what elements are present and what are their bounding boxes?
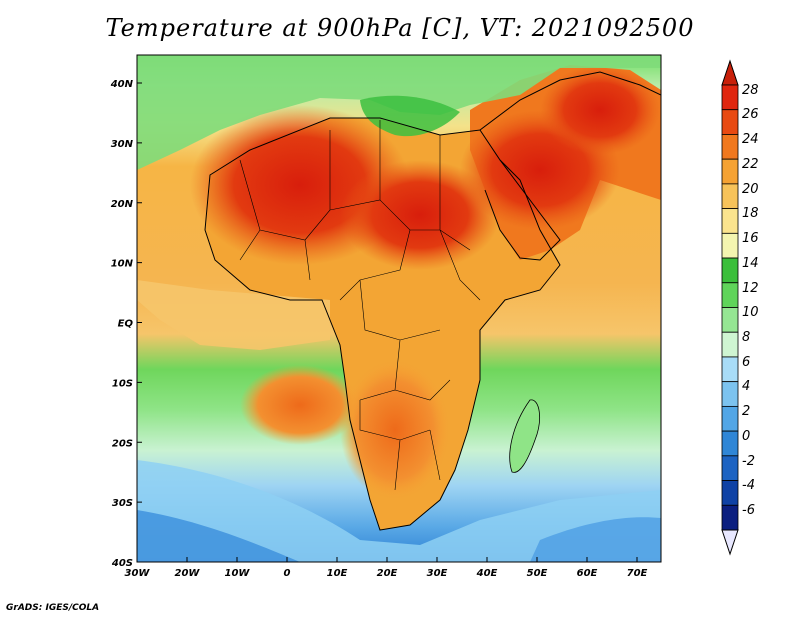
lon-tick-label: 50E bbox=[527, 568, 548, 579]
colorbar-label: -2 bbox=[742, 453, 755, 469]
lat-tick-label: 10S bbox=[112, 378, 133, 389]
colorbar-swatch bbox=[721, 381, 739, 407]
lon-tick-label: 20E bbox=[377, 568, 398, 579]
colorbar-swatch bbox=[721, 430, 739, 457]
lat-tick-label: 20N bbox=[111, 199, 134, 210]
colorbar-label: 24 bbox=[742, 132, 759, 148]
colorbar-label: -6 bbox=[742, 503, 755, 518]
lon-tick-label: 10E bbox=[327, 568, 348, 579]
colorbar-label: 0 bbox=[742, 428, 751, 444]
chart-title: Temperature at 900hPa [C], VT: 202109250… bbox=[105, 14, 695, 42]
lon-tick-label: 10W bbox=[225, 568, 251, 579]
lon-tick-label: 20W bbox=[175, 568, 201, 579]
lat-tick-label: 10N bbox=[111, 259, 134, 270]
colorbar-swatch bbox=[721, 504, 739, 531]
colorbar-swatch bbox=[721, 480, 739, 506]
colorbar-label: 14 bbox=[742, 255, 759, 271]
colorbar-label: 16 bbox=[742, 231, 759, 247]
lat-tick-label: 20S bbox=[112, 438, 133, 449]
grads-credit: GrADS: IGES/COLA bbox=[6, 603, 100, 613]
colorbar-top-arrow bbox=[721, 59, 739, 86]
colorbar-swatch bbox=[721, 183, 739, 210]
africa-coastline bbox=[204, 117, 561, 531]
colorbar-label: 26 bbox=[742, 107, 759, 123]
indian-ocean-cold bbox=[530, 517, 661, 562]
colorbar-label: 28 bbox=[742, 82, 759, 98]
colorbar-label: 10 bbox=[742, 305, 759, 321]
colorbar-swatch bbox=[721, 455, 739, 481]
colorbar-swatch bbox=[721, 208, 739, 234]
southern-ocean bbox=[137, 460, 661, 562]
mediterranean-sea bbox=[360, 95, 460, 137]
longitude-axis: 30W 20W 10W 0 10E 20E 30E 40E 50E 60E 70E bbox=[125, 557, 648, 579]
lat-tick-label: 30S bbox=[112, 498, 133, 509]
colorbar-label: 18 bbox=[742, 206, 759, 222]
colorbar-swatch bbox=[721, 232, 739, 259]
lon-tick-label: 0 bbox=[284, 568, 291, 579]
colorbar-swatch bbox=[721, 134, 739, 160]
colorbar-swatch bbox=[721, 331, 739, 358]
lon-tick-label: 70E bbox=[627, 568, 648, 579]
atlantic-warm-region bbox=[240, 365, 360, 445]
latitude-axis: 40N 30N 20N 10N EQ 10S 20S 30S 40S bbox=[110, 79, 142, 569]
lon-tick-label: 40E bbox=[476, 568, 498, 579]
southern-africa-warm-region bbox=[340, 360, 450, 500]
southern-ocean-cold bbox=[137, 510, 300, 562]
mediterranean-cool-band bbox=[137, 55, 661, 170]
iran-hot-region bbox=[540, 65, 660, 155]
colorbar-label: -4 bbox=[742, 478, 755, 494]
colorbar-swatch bbox=[721, 405, 739, 432]
lon-tick-label: 30E bbox=[427, 568, 448, 579]
colorbar-swatch bbox=[721, 282, 739, 308]
lat-tick-label: 40S bbox=[111, 558, 133, 569]
colorbar-label: 4 bbox=[742, 379, 751, 395]
colorbar-label: 20 bbox=[742, 181, 759, 197]
country-borders bbox=[239, 120, 481, 491]
colorbar-swatch bbox=[721, 307, 739, 333]
arabia-coastline bbox=[479, 71, 661, 261]
colorbar-label: 12 bbox=[742, 280, 759, 296]
lat-tick-label: 30N bbox=[111, 139, 134, 150]
colorbar-label: 2 bbox=[742, 404, 751, 420]
colorbar-label: 8 bbox=[742, 329, 751, 345]
colorbar bbox=[721, 59, 739, 556]
madagascar bbox=[509, 399, 540, 473]
colorbar-label: 6 bbox=[742, 354, 751, 370]
lon-tick-label: 30W bbox=[125, 568, 151, 579]
colorbar-swatch bbox=[721, 356, 739, 383]
map-field bbox=[137, 55, 661, 562]
colorbar-swatch bbox=[721, 109, 739, 135]
map-frame bbox=[136, 54, 662, 563]
colorbar-swatch bbox=[721, 257, 739, 284]
lat-tick-label: 40N bbox=[110, 79, 134, 90]
lon-tick-label: 60E bbox=[577, 568, 598, 579]
colorbar-label: 22 bbox=[742, 156, 759, 172]
colorbar-swatch bbox=[721, 84, 739, 111]
colorbar-bottom-arrow bbox=[721, 529, 739, 556]
lat-tick-label: EQ bbox=[118, 319, 134, 330]
colorbar-swatch bbox=[721, 158, 739, 185]
